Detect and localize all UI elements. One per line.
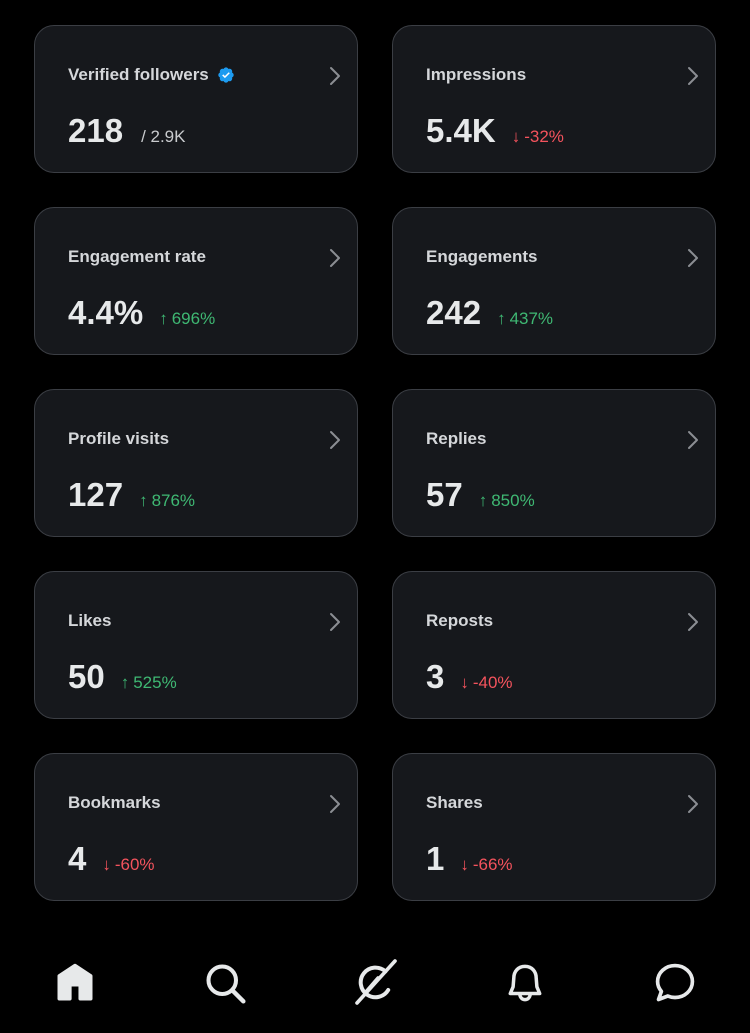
card-bookmarks[interactable]: Bookmarks 4 ↓ -60% [34, 753, 358, 901]
nav-messages[interactable] [650, 958, 700, 1008]
card-value: 3 [426, 658, 445, 695]
arrow-down-icon: ↓ [511, 127, 521, 146]
message-icon [655, 963, 695, 1002]
card-total: / 2.9K [141, 127, 186, 146]
card-label: Bookmarks [68, 793, 161, 812]
card-shares[interactable]: Shares 1 ↓ -66% [392, 753, 716, 901]
nav-notifications[interactable] [500, 958, 550, 1008]
card-label: Replies [426, 429, 487, 448]
chevron-right-icon [330, 67, 340, 85]
card-value: 4.4% [68, 294, 144, 331]
card-label: Shares [426, 793, 483, 812]
card-change: ↑ 437% [497, 309, 554, 328]
card-likes[interactable]: Likes 50 ↑ 525% [34, 571, 358, 719]
verified-badge-icon [217, 66, 235, 84]
card-change: ↑ 525% [120, 673, 177, 692]
chevron-right-icon [330, 431, 340, 449]
home-icon [57, 963, 93, 1001]
card-label: Likes [68, 611, 112, 630]
arrow-up-icon: ↑ [139, 491, 148, 510]
arrow-down-icon: ↓ [102, 855, 111, 874]
search-icon [206, 964, 246, 1004]
card-label: Profile visits [68, 429, 170, 448]
card-label: Engagement rate [68, 247, 206, 266]
arrow-up-icon: ↑ [159, 309, 168, 328]
chevron-right-icon [688, 613, 698, 631]
arrow-up-icon: ↑ [120, 673, 130, 692]
arrow-up-icon: ↑ [478, 491, 488, 510]
bottom-nav [0, 940, 750, 1033]
card-replies[interactable]: Replies 57 ↑ 850% [392, 389, 716, 537]
arrow-down-icon: ↓ [460, 855, 469, 874]
card-verified-followers[interactable]: Verified followers 218 / 2.9K [34, 25, 358, 173]
card-label: Reposts [426, 611, 494, 630]
card-reposts[interactable]: Reposts 3 ↓ -40% [392, 571, 716, 719]
chevron-right-icon [688, 67, 698, 85]
arrow-up-icon: ↑ [497, 309, 506, 328]
chevron-right-icon [330, 613, 340, 631]
chevron-right-icon [330, 795, 340, 813]
chevron-right-icon [688, 795, 698, 813]
nav-search[interactable] [200, 958, 250, 1008]
card-value: 242 [426, 294, 482, 331]
card-change: ↑ 850% [478, 491, 535, 510]
card-change: ↑ 876% [139, 491, 196, 510]
card-profile-visits[interactable]: Profile visits 127 ↑ 876% [34, 389, 358, 537]
card-value: 218 [68, 112, 124, 149]
card-value: 127 [68, 476, 124, 513]
bell-icon [508, 964, 542, 1002]
card-impressions[interactable]: Impressions 5.4K ↓ -32% [392, 25, 716, 173]
arrow-down-icon: ↓ [460, 673, 469, 692]
nav-grok[interactable] [350, 958, 400, 1008]
chevron-right-icon [330, 249, 340, 267]
nav-home[interactable] [50, 958, 100, 1008]
card-label: Verified followers [68, 65, 209, 84]
card-change: ↓ -32% [511, 127, 564, 146]
card-value: 57 [426, 476, 463, 513]
card-engagement-rate[interactable]: Engagement rate 4.4% ↑ 696% [34, 207, 358, 355]
card-label: Engagements [426, 247, 538, 266]
card-change: ↑ 696% [159, 309, 216, 328]
chevron-right-icon [688, 431, 698, 449]
card-change: ↓ -40% [460, 673, 513, 692]
card-value: 5.4K [426, 112, 496, 149]
card-value: 1 [426, 840, 445, 877]
card-value: 50 [68, 658, 105, 695]
card-change: ↓ -60% [102, 855, 155, 874]
card-label: Impressions [426, 65, 527, 84]
chevron-right-icon [688, 249, 698, 267]
card-change: ↓ -66% [460, 855, 513, 874]
card-engagements[interactable]: Engagements 242 ↑ 437% [392, 207, 716, 355]
analytics-grid: Verified followers 218 / 2.9K Impression… [34, 25, 716, 901]
card-value: 4 [68, 840, 87, 877]
grok-icon [355, 959, 397, 1005]
